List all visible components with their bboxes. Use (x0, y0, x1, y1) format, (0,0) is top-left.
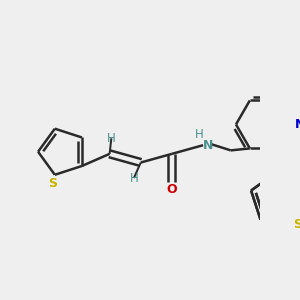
Text: H: H (195, 128, 204, 141)
Text: H: H (107, 132, 116, 145)
Text: N: N (295, 118, 300, 131)
Text: O: O (167, 183, 177, 196)
Text: N: N (203, 139, 214, 152)
Text: S: S (293, 218, 300, 231)
Text: H: H (130, 172, 138, 184)
Text: S: S (49, 177, 58, 190)
